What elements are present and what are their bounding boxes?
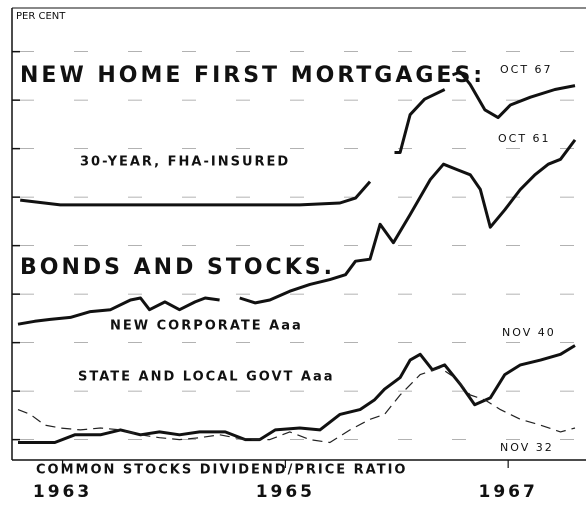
x-tick-label: 1963 xyxy=(33,482,92,502)
x-tick-label: 1967 xyxy=(478,482,537,502)
series-label: COMMON STOCKS DIVIDEND/PRICE RATIO xyxy=(36,463,407,478)
annotation: NOV 32 xyxy=(500,441,554,454)
series-line xyxy=(17,367,576,444)
series-label: NEW CORPORATE Aaa xyxy=(110,319,303,334)
series-line xyxy=(20,70,576,207)
annotation: OCT 67 xyxy=(500,63,553,76)
y-axis-label: PER CENT xyxy=(16,11,66,22)
series-line xyxy=(17,139,577,326)
series-label: 30-YEAR, FHA-INSURED xyxy=(80,155,290,170)
annotation: OCT 61 xyxy=(498,132,551,145)
x-tick-label: 1965 xyxy=(256,482,315,502)
annotation: NEW HOME FIRST MORTGAGES: xyxy=(20,63,485,88)
annotation: BONDS AND STOCKS. xyxy=(20,255,335,280)
series-label: STATE AND LOCAL GOVT Aaa xyxy=(78,370,335,385)
annotation: NOV 40 xyxy=(502,326,556,339)
